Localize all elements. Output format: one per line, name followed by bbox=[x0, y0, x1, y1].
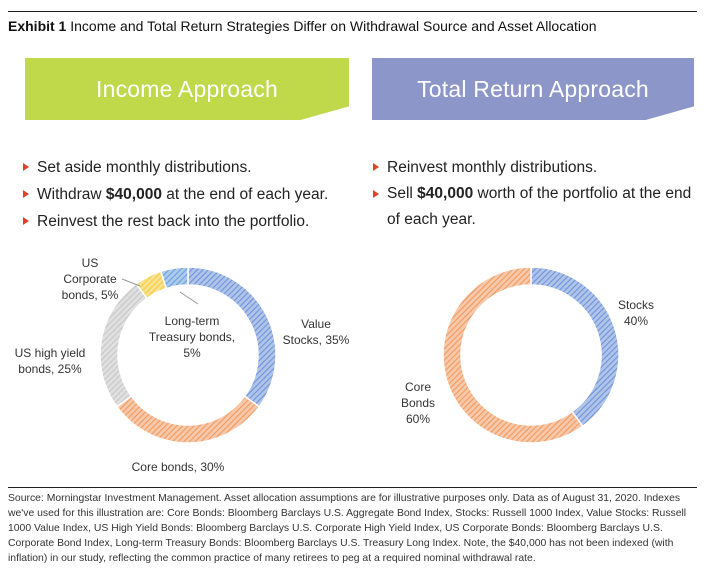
income-approach-banner: Income Approach bbox=[25, 58, 349, 120]
list-item: Reinvest the rest back into the portfoli… bbox=[23, 212, 363, 231]
exhibit-label: Exhibit 1 bbox=[8, 18, 67, 34]
list-item: Set aside monthly distributions. bbox=[23, 158, 363, 177]
bullet-amount: $40,000 bbox=[105, 186, 162, 203]
bullet-text: Set aside monthly distributions. bbox=[37, 159, 252, 176]
total-return-bullet-list: Reinvest monthly distributions. Sell $40… bbox=[373, 158, 703, 241]
income-bullet-list: Set aside monthly distributions. Withdra… bbox=[23, 158, 363, 239]
bullet-text-pre: Withdraw bbox=[37, 186, 106, 203]
label-us-high-yield-bonds: US high yield bonds, 25% bbox=[14, 346, 86, 376]
income-approach-title: Income Approach bbox=[95, 75, 278, 102]
donut-slice-core-bonds bbox=[442, 266, 584, 444]
total-return-approach-banner: Total Return Approach bbox=[372, 58, 694, 120]
list-item: Reinvest monthly distributions. bbox=[373, 158, 703, 177]
bullet-text: Reinvest the rest back into the portfoli… bbox=[37, 213, 310, 230]
bullet-arrow-icon bbox=[23, 190, 29, 198]
income-allocation-donut-chart bbox=[99, 266, 277, 444]
list-item: Withdraw $40,000 at the end of each year… bbox=[23, 185, 363, 204]
list-item: Sell $40,000 worth of the portfolio at t… bbox=[373, 181, 703, 233]
label-core-bonds-total: Core Bonds 60% bbox=[400, 380, 436, 426]
leader-line-long-term-treasury bbox=[179, 291, 199, 305]
leader-line-us-corporate bbox=[121, 278, 141, 287]
bullet-arrow-icon bbox=[23, 163, 29, 171]
source-note: Source: Morningstar Investment Managemen… bbox=[8, 493, 687, 564]
total-return-approach-title: Total Return Approach bbox=[417, 75, 649, 102]
label-core-bonds: Core bonds, 30% bbox=[131, 460, 225, 474]
label-value-stocks: Value Stocks, 35% bbox=[282, 317, 350, 347]
bottom-rule bbox=[8, 487, 697, 488]
bullet-arrow-icon bbox=[373, 190, 379, 198]
bullet-text-post: at the end of each year. bbox=[161, 186, 329, 203]
top-rule bbox=[8, 11, 697, 12]
bullet-text: Reinvest monthly distributions. bbox=[387, 159, 598, 176]
total-return-allocation-donut-chart bbox=[442, 266, 620, 444]
label-stocks: Stocks 40% bbox=[617, 298, 654, 328]
bullet-arrow-icon bbox=[23, 217, 29, 225]
donut-slice-stocks bbox=[530, 266, 620, 428]
label-long-term-treasury-bonds: Long-term Treasury bonds, 5% bbox=[148, 314, 236, 360]
bullet-text-pre: Sell bbox=[387, 185, 418, 202]
exhibit-heading: Exhibit 1 Income and Total Return Strate… bbox=[8, 18, 597, 34]
label-us-corporate-bonds: US Corporate bonds, 5% bbox=[61, 256, 119, 302]
donut-slice-core-bonds bbox=[115, 395, 261, 444]
bullet-arrow-icon bbox=[373, 163, 379, 171]
exhibit-title: Income and Total Return Strategies Diffe… bbox=[70, 18, 597, 34]
donut-slice-long-term-treasury-bonds bbox=[159, 266, 189, 290]
bullet-amount: $40,000 bbox=[417, 185, 474, 202]
bullet-text-post: worth of the portfolio at the end of eac… bbox=[387, 185, 692, 228]
